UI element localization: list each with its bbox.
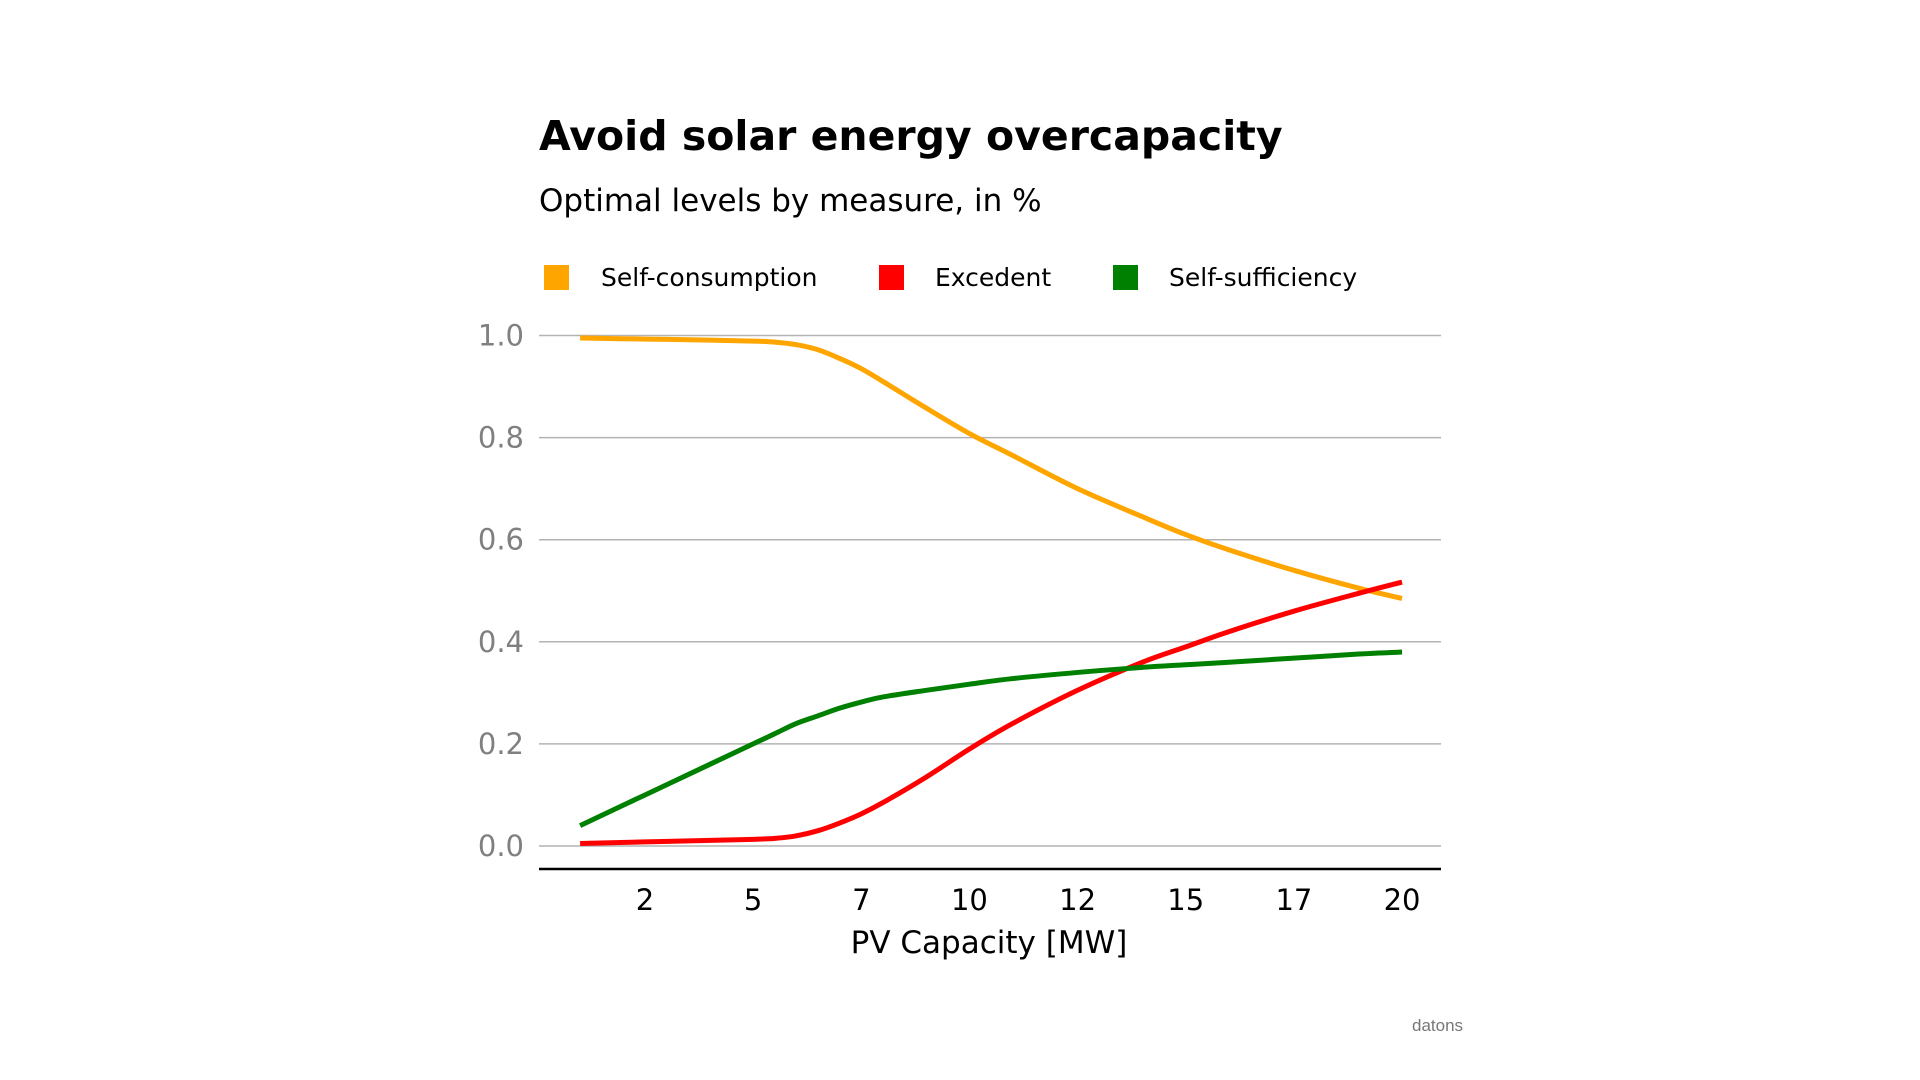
series-line-self-sufficiency (579, 649, 1403, 828)
x-tick-label: 5 (744, 883, 762, 917)
legend-swatch-self-sufficiency (1113, 265, 1138, 290)
x-tick-label: 10 (951, 883, 988, 917)
series-line-self-consumption (580, 335, 1403, 601)
y-tick-label: 1.0 (478, 319, 524, 353)
x-tick-label: 17 (1275, 883, 1312, 917)
legend-label-excedent: Excedent (935, 263, 1052, 292)
y-tick-label: 0.4 (478, 625, 524, 659)
y-tick-label: 0.8 (478, 421, 524, 455)
legend-label-self-sufficiency: Self-sufficiency (1169, 263, 1358, 292)
chart-title: Avoid solar energy overcapacity (539, 112, 1283, 160)
x-tick-label: 15 (1167, 883, 1204, 917)
x-axis-label: PV Capacity [MW] (851, 925, 1128, 961)
legend-swatch-excedent (879, 265, 904, 290)
y-tick-label: 0.6 (478, 523, 524, 557)
series-line-excedent (580, 579, 1403, 846)
x-tick-label: 2 (636, 883, 654, 917)
chart-subtitle: Optimal levels by measure, in % (539, 183, 1042, 219)
legend-label-self-consumption: Self-consumption (601, 263, 818, 292)
x-tick-label: 12 (1059, 883, 1096, 917)
x-tick-label: 20 (1384, 883, 1421, 917)
x-tick-label: 7 (852, 883, 870, 917)
source-credit: datons (1412, 1016, 1464, 1035)
y-tick-label: 0.2 (478, 727, 524, 761)
y-tick-label: 0.0 (478, 829, 524, 863)
legend-swatch-self-consumption (544, 265, 569, 290)
